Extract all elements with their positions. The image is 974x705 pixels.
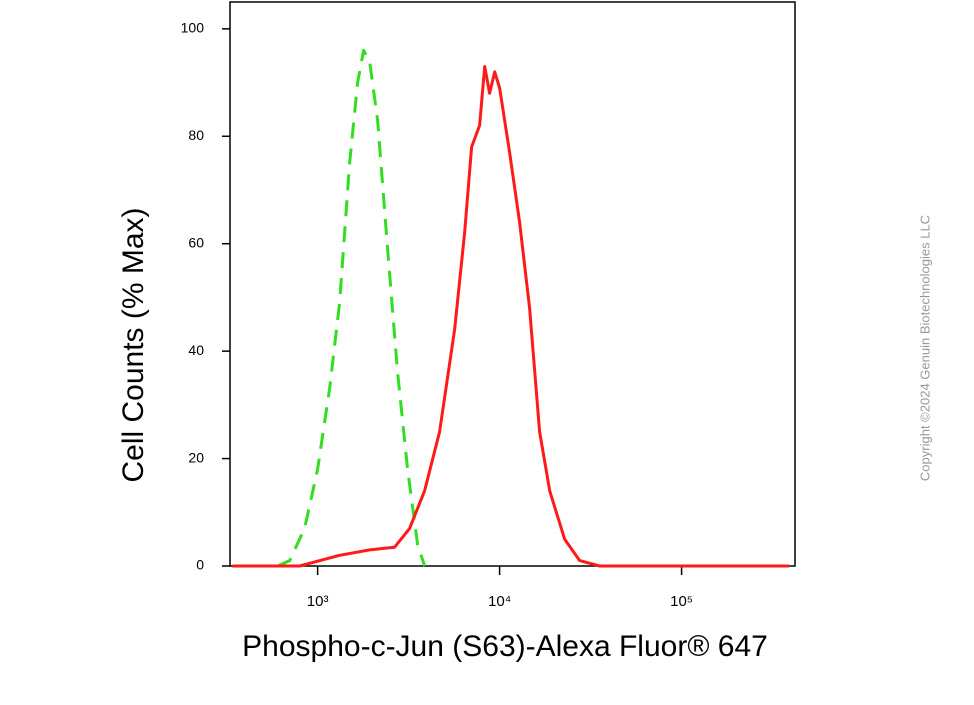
histogram-line <box>276 48 427 568</box>
y-tick-label: 60 <box>188 234 204 250</box>
x-tick-label: 10³ <box>307 593 329 610</box>
y-tick-label: 100 <box>181 20 205 36</box>
x-tick-label: 10⁴ <box>488 593 511 610</box>
y-axis-label: Cell Counts (% Max) <box>117 207 150 482</box>
histogram-line <box>232 65 790 568</box>
x-tick-label: 10⁵ <box>670 593 693 610</box>
y-tick-label: 80 <box>188 127 204 143</box>
y-tick-label: 40 <box>188 342 204 358</box>
copyright: Copyright ©2024 Genuin Biotechnologies L… <box>917 215 932 481</box>
y-tick-label: 20 <box>188 449 204 465</box>
y-tick-label: 0 <box>196 557 204 573</box>
plot-frame <box>229 1 796 567</box>
x-axis-label: Phospho-c-Jun (S63)-Alexa Fluor® 647 <box>242 630 768 663</box>
